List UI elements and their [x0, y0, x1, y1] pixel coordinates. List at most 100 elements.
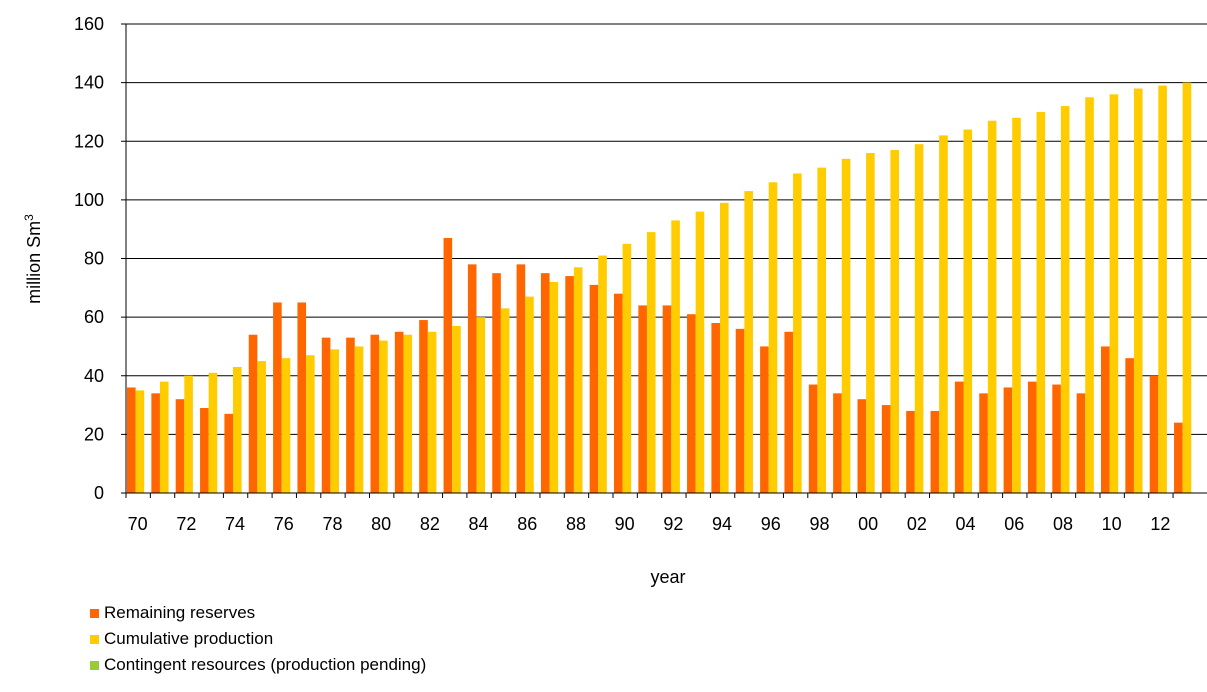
bar-cumulative-production: [841, 158, 851, 493]
bar-cumulative-production: [1109, 94, 1119, 493]
x-tick-label: 10: [1102, 514, 1122, 534]
bar-remaining-reserves: [1076, 393, 1086, 493]
x-tick-label: 06: [1004, 514, 1024, 534]
bar-remaining-reserves: [833, 393, 842, 493]
bar-remaining-reserves: [346, 337, 355, 493]
bar-cumulative-production: [817, 167, 826, 493]
x-tick-label: 92: [663, 514, 683, 534]
bar-cumulative-production: [354, 346, 364, 493]
y-tick-label: 20: [84, 424, 104, 444]
bar-cumulative-production: [549, 281, 559, 493]
bar-cumulative-production: [184, 375, 193, 493]
bar-remaining-reserves: [297, 302, 307, 493]
x-tick-label: 96: [761, 514, 781, 534]
bar-cumulative-production: [330, 349, 339, 493]
bar-cumulative-production: [500, 308, 510, 493]
bar-remaining-reserves: [1003, 387, 1013, 493]
bar-remaining-reserves: [443, 237, 453, 493]
x-tick-label: 00: [858, 514, 878, 534]
bar-remaining-reserves: [954, 381, 964, 493]
bar-cumulative-production: [939, 135, 948, 493]
bar-remaining-reserves: [1101, 346, 1110, 493]
x-tick-label: 94: [712, 514, 732, 534]
y-tick-label: 0: [94, 483, 104, 503]
bar-remaining-reserves: [394, 331, 404, 493]
x-tick-label: 76: [274, 514, 294, 534]
bar-cumulative-production: [135, 390, 145, 493]
bar-cumulative-production: [622, 243, 632, 493]
legend-label: Contingent resources (production pending…: [104, 655, 427, 674]
bar-cumulative-production: [1133, 88, 1143, 494]
bar-remaining-reserves: [711, 322, 720, 493]
bar-remaining-reserves: [881, 405, 891, 493]
bar-cumulative-production: [646, 232, 656, 493]
bar-remaining-reserves: [273, 302, 282, 493]
bar-remaining-reserves: [1149, 375, 1159, 493]
bar-remaining-reserves: [808, 384, 818, 493]
bar-remaining-reserves: [516, 264, 526, 493]
y-tick-label: 80: [84, 249, 104, 269]
x-tick-label: 08: [1053, 514, 1073, 534]
bar-remaining-reserves: [857, 399, 867, 493]
bar-cumulative-production: [720, 202, 729, 493]
bar-remaining-reserves: [906, 410, 915, 493]
bar-remaining-reserves: [784, 331, 794, 493]
bar-cumulative-production: [525, 296, 534, 493]
bar-remaining-reserves: [321, 337, 331, 493]
bar-remaining-reserves: [979, 393, 988, 493]
x-tick-labels: 70 72 74 76 78 80 82 84 86 88 90 92 94 96 98 00 02 04 06 08…: [128, 514, 1171, 534]
legend-label: Cumulative production: [104, 629, 274, 648]
bar-remaining-reserves: [614, 293, 623, 493]
bar-cumulative-production: [257, 361, 266, 493]
bar-cumulative-production: [476, 317, 486, 493]
bar-remaining-reserves: [687, 314, 696, 493]
legend-swatch: [90, 634, 99, 644]
bar-cumulative-production: [793, 173, 802, 493]
bar-remaining-reserves: [1125, 358, 1134, 493]
bar-remaining-reserves: [200, 407, 209, 493]
x-axis-title: year: [650, 567, 685, 587]
bar-remaining-reserves: [1174, 422, 1183, 493]
bar-remaining-reserves: [662, 305, 672, 493]
x-tick-label: 82: [420, 514, 440, 534]
bar-remaining-reserves: [760, 346, 769, 493]
x-tick-label: 90: [615, 514, 635, 534]
y-axis-title: million Sm3: [22, 214, 44, 304]
bar-remaining-reserves: [370, 334, 380, 493]
bar-cumulative-production: [452, 325, 461, 493]
x-tick-label: 70: [128, 514, 148, 534]
bar-cumulative-production: [1012, 117, 1021, 494]
bar-cumulative-production: [963, 129, 973, 493]
bar-cumulative-production: [281, 358, 291, 493]
bar-remaining-reserves: [127, 387, 136, 493]
bar-cumulative-production: [573, 267, 583, 493]
legend-item: Remaining reserves: [90, 600, 426, 626]
bar-remaining-reserves: [735, 328, 745, 493]
x-tick-label: 84: [469, 514, 489, 534]
bar-cumulative-production: [1085, 97, 1094, 493]
y-tick-label: 120: [74, 131, 104, 151]
bar-remaining-reserves: [930, 410, 940, 493]
bar-remaining-reserves: [492, 273, 501, 493]
legend-swatch: [90, 608, 99, 618]
bar-remaining-reserves: [1027, 381, 1037, 493]
x-tick-label: 80: [371, 514, 391, 534]
y-tick-label: 40: [84, 366, 104, 386]
y-tick-labels: 0 20 40 60 80 100 120 140 160: [74, 14, 104, 503]
bar-cumulative-production: [159, 381, 169, 493]
x-tick-label: 98: [809, 514, 829, 534]
bar-cumulative-production: [744, 191, 753, 494]
bar-cumulative-production: [1036, 111, 1046, 493]
x-tick-label: 86: [517, 514, 537, 534]
legend: Remaining reserves Cumulative production C…: [90, 600, 426, 678]
bar-remaining-reserves: [467, 264, 477, 493]
bar-cumulative-production: [233, 366, 242, 493]
x-tick-label: 88: [566, 514, 586, 534]
bar-cumulative-production: [671, 220, 680, 494]
bar-cumulative-production: [1158, 85, 1167, 494]
bar-cumulative-production: [914, 144, 924, 493]
x-tick-label: 74: [225, 514, 245, 534]
bar-remaining-reserves: [540, 273, 550, 493]
bar-remaining-reserves: [175, 399, 185, 493]
